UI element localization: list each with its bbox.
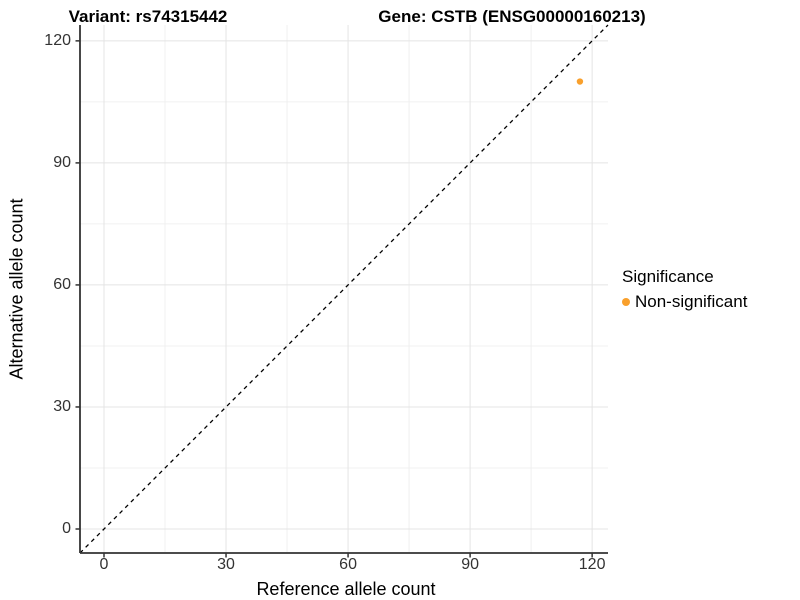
- x-tick-label: 30: [217, 556, 235, 573]
- legend: Significance Non-significant: [622, 267, 747, 312]
- y-tick-label: 0: [62, 520, 71, 537]
- legend-item: Non-significant: [622, 292, 747, 312]
- identity-line: [79, 24, 609, 554]
- y-axis-title: Alternative allele count: [6, 198, 27, 380]
- data-point: [576, 78, 584, 85]
- legend-item-label: Non-significant: [635, 292, 748, 311]
- x-tick-label: 60: [339, 556, 357, 573]
- y-tick-label: 30: [53, 397, 71, 415]
- y-tick-label: 120: [44, 31, 71, 49]
- legend-point-icon: [622, 298, 630, 306]
- x-tick-label: 120: [578, 556, 606, 573]
- legend-title: Significance: [622, 267, 714, 286]
- x-tick-label: 90: [461, 556, 479, 573]
- x-axis-title: Reference allele count: [256, 579, 436, 599]
- plot-title-variant: Variant: rs74315442: [68, 7, 228, 26]
- x-tick-label: 0: [99, 556, 109, 573]
- y-tick-label: 90: [53, 153, 71, 171]
- plot-title-gene: Gene: CSTB (ENSG00000160213): [378, 7, 646, 26]
- y-tick-label: 60: [53, 275, 71, 293]
